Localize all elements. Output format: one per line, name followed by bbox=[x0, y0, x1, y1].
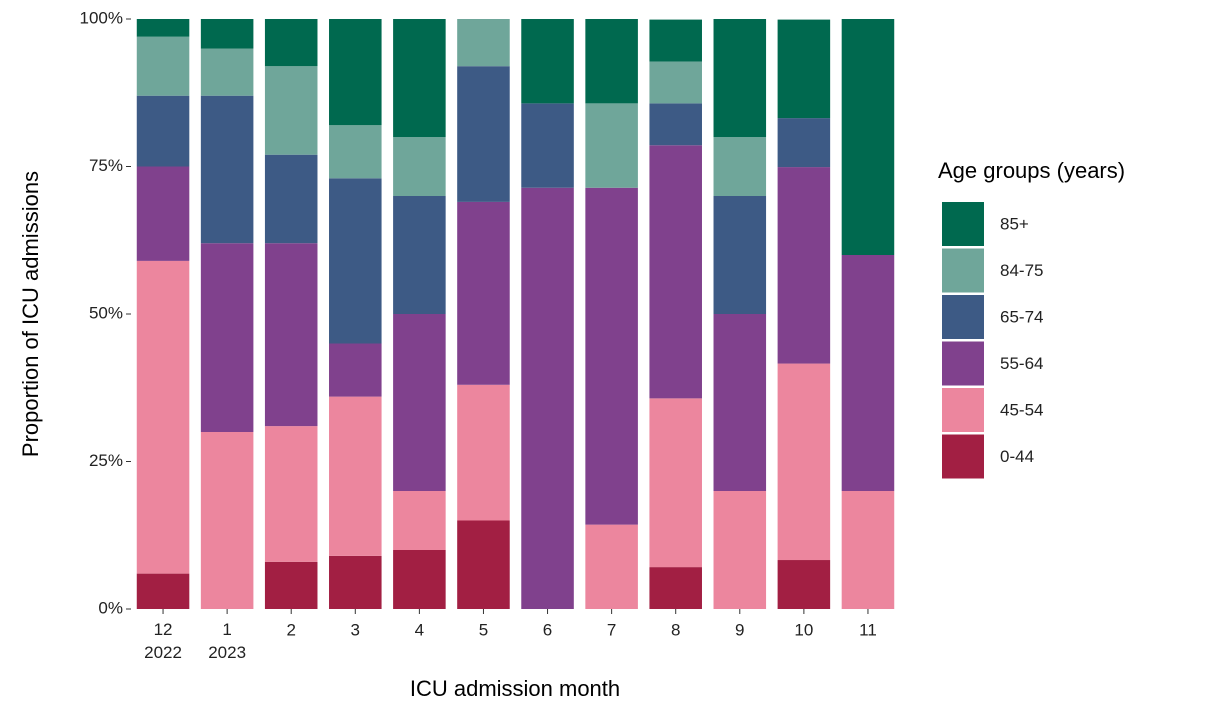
x-tick-label: 2 bbox=[286, 620, 295, 639]
legend-label: 55-64 bbox=[1000, 354, 1043, 373]
bar-segment bbox=[713, 137, 767, 196]
bar-segment bbox=[841, 255, 895, 491]
bar-segment bbox=[585, 524, 638, 609]
legend-key bbox=[942, 202, 984, 246]
x-tick-label: 12 2022 bbox=[144, 620, 182, 662]
bar-segment bbox=[777, 363, 831, 561]
bar-segment bbox=[777, 560, 831, 609]
legend-key bbox=[942, 295, 984, 339]
x-tick-label: 3 bbox=[351, 620, 360, 639]
y-axis-title: Proportion of ICU admissions bbox=[18, 171, 43, 457]
bar-segment bbox=[393, 19, 446, 137]
y-tick-label: 0% bbox=[98, 598, 123, 617]
bar-segment bbox=[264, 426, 318, 562]
legend-title: Age groups (years) bbox=[938, 158, 1125, 183]
legend-label: 45-54 bbox=[1000, 400, 1043, 419]
bar-segment bbox=[200, 432, 254, 609]
bar-segment bbox=[713, 19, 767, 137]
bar-segment bbox=[521, 103, 574, 188]
bar-segment bbox=[393, 314, 446, 491]
bar-segment bbox=[585, 187, 638, 525]
x-tick-label: 8 bbox=[671, 620, 680, 639]
bar-segment bbox=[264, 66, 318, 155]
y-tick-label: 50% bbox=[89, 303, 123, 322]
legend-label: 85+ bbox=[1000, 214, 1029, 233]
legend-key bbox=[942, 434, 984, 479]
bar-segment bbox=[585, 19, 638, 104]
y-tick-label: 75% bbox=[89, 156, 123, 175]
bar-segment bbox=[649, 19, 702, 62]
y-tick-label: 100% bbox=[80, 8, 123, 27]
bar-segment bbox=[200, 243, 254, 432]
y-tick-label: 25% bbox=[89, 451, 123, 470]
bar-segment bbox=[457, 19, 510, 67]
bar-segment bbox=[329, 125, 382, 179]
bar-segment bbox=[264, 154, 318, 244]
legend-key bbox=[942, 388, 984, 432]
bar-segment bbox=[329, 396, 382, 556]
x-tick-label: 9 bbox=[735, 620, 744, 639]
bar-segment bbox=[457, 384, 510, 521]
bar-segment bbox=[393, 491, 446, 550]
bar-segment bbox=[649, 103, 702, 146]
legend-label: 84-75 bbox=[1000, 261, 1043, 280]
bar-segment bbox=[329, 343, 382, 397]
x-tick-label: 1 2023 bbox=[208, 620, 246, 662]
bar-segment bbox=[457, 66, 510, 202]
bar-segment bbox=[264, 243, 318, 427]
legend-key bbox=[942, 341, 984, 386]
bar-segment bbox=[393, 550, 446, 609]
bar-segment bbox=[136, 260, 190, 574]
bar-segment bbox=[264, 19, 318, 67]
bar-segment bbox=[777, 19, 831, 119]
bar-segment bbox=[713, 314, 767, 491]
bar-segment bbox=[393, 196, 446, 314]
bar-segment bbox=[713, 196, 767, 314]
bar-segment bbox=[649, 567, 702, 609]
x-tick-label: 10 bbox=[794, 620, 813, 639]
bar-segment bbox=[329, 178, 382, 344]
legend-key bbox=[942, 248, 984, 293]
bar-segment bbox=[200, 19, 254, 49]
bar-segment bbox=[136, 19, 190, 37]
bar-segment bbox=[264, 561, 318, 609]
bar-segment bbox=[649, 398, 702, 568]
legend-label: 0-44 bbox=[1000, 447, 1034, 466]
bar-segment bbox=[457, 201, 510, 385]
bar-segment bbox=[136, 166, 190, 261]
bar-segment bbox=[521, 187, 574, 610]
bar-segment bbox=[649, 145, 702, 399]
legend-label: 65-74 bbox=[1000, 307, 1043, 326]
bar-segment bbox=[457, 520, 510, 609]
bar-segment bbox=[136, 573, 190, 609]
bar-segment bbox=[329, 19, 382, 126]
x-tick-label: 11 bbox=[859, 620, 877, 639]
x-tick-label: 7 bbox=[607, 620, 616, 639]
bar-segment bbox=[777, 118, 831, 168]
bar-segment bbox=[777, 167, 831, 364]
bar-segment bbox=[841, 19, 895, 255]
x-tick-label: 6 bbox=[543, 620, 552, 639]
bar-segment bbox=[200, 95, 254, 244]
bar-segment bbox=[649, 61, 702, 104]
x-tick-label: 5 bbox=[479, 620, 488, 639]
bar-segment bbox=[136, 95, 190, 167]
x-axis-title: ICU admission month bbox=[410, 676, 620, 701]
bar-segment bbox=[200, 48, 254, 96]
bar-segment bbox=[329, 555, 382, 609]
bar-segment bbox=[136, 36, 190, 96]
bar-segment bbox=[585, 103, 638, 188]
bar-segment bbox=[841, 491, 895, 609]
bar-segment bbox=[393, 137, 446, 196]
bar-segment bbox=[521, 19, 574, 104]
bar-segment bbox=[713, 491, 767, 609]
x-tick-label: 4 bbox=[415, 620, 424, 639]
